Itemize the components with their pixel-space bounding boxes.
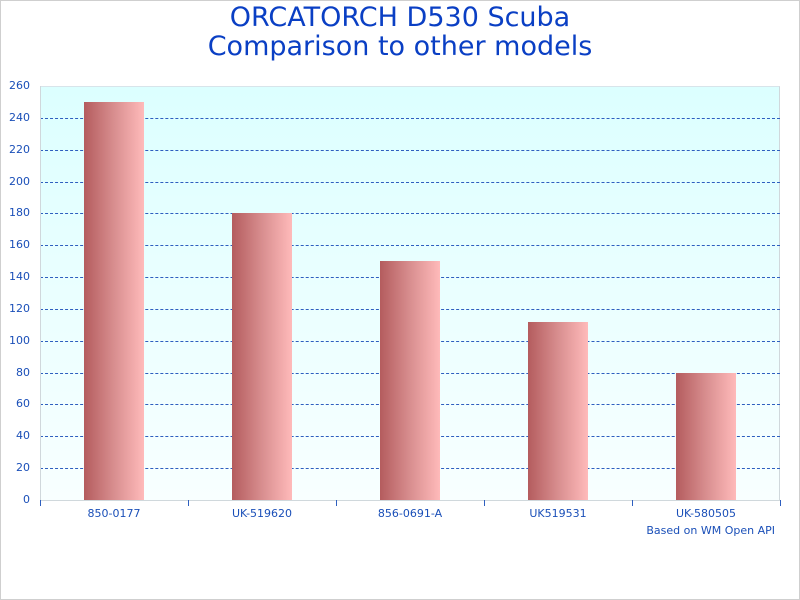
chart-title-line-2: Comparison to other models [0, 32, 800, 61]
x-tick-mark [188, 500, 189, 506]
x-tick-label: 850-0177 [40, 508, 188, 520]
x-tick-mark [336, 500, 337, 506]
bar [84, 102, 144, 500]
y-tick-label: 0 [0, 494, 30, 506]
bar [380, 261, 440, 500]
x-axis [40, 500, 780, 501]
source-annotation: Based on WM Open API [646, 525, 775, 537]
y-tick-label: 120 [0, 303, 30, 315]
bar [232, 213, 292, 500]
x-tick-mark [780, 500, 781, 506]
gridline [40, 182, 780, 183]
bar [528, 322, 588, 500]
y-tick-label: 20 [0, 462, 30, 474]
x-tick-label: UK519531 [484, 508, 632, 520]
y-tick-label: 240 [0, 112, 30, 124]
x-tick-mark [40, 500, 41, 506]
y-tick-label: 40 [0, 430, 30, 442]
y-axis [40, 86, 41, 500]
y-tick-label: 160 [0, 239, 30, 251]
chart-title-line-1: ORCATORCH D530 Scuba [0, 3, 800, 32]
bar [676, 373, 736, 500]
x-tick-label: UK-580505 [632, 508, 780, 520]
y-tick-label: 140 [0, 271, 30, 283]
y-tick-label: 200 [0, 176, 30, 188]
x-tick-label: UK-519620 [188, 508, 336, 520]
y-tick-label: 80 [0, 367, 30, 379]
x-tick-label: 856-0691-A [336, 508, 484, 520]
y-tick-label: 60 [0, 398, 30, 410]
gridline [40, 118, 780, 119]
gridline [40, 150, 780, 151]
x-tick-mark [484, 500, 485, 506]
gridline [40, 245, 780, 246]
y-tick-label: 220 [0, 144, 30, 156]
chart-title: ORCATORCH D530 Scuba Comparison to other… [0, 3, 800, 61]
y-tick-label: 180 [0, 207, 30, 219]
y-tick-label: 260 [0, 80, 30, 92]
gridline [40, 213, 780, 214]
y-tick-label: 100 [0, 335, 30, 347]
x-tick-mark [632, 500, 633, 506]
